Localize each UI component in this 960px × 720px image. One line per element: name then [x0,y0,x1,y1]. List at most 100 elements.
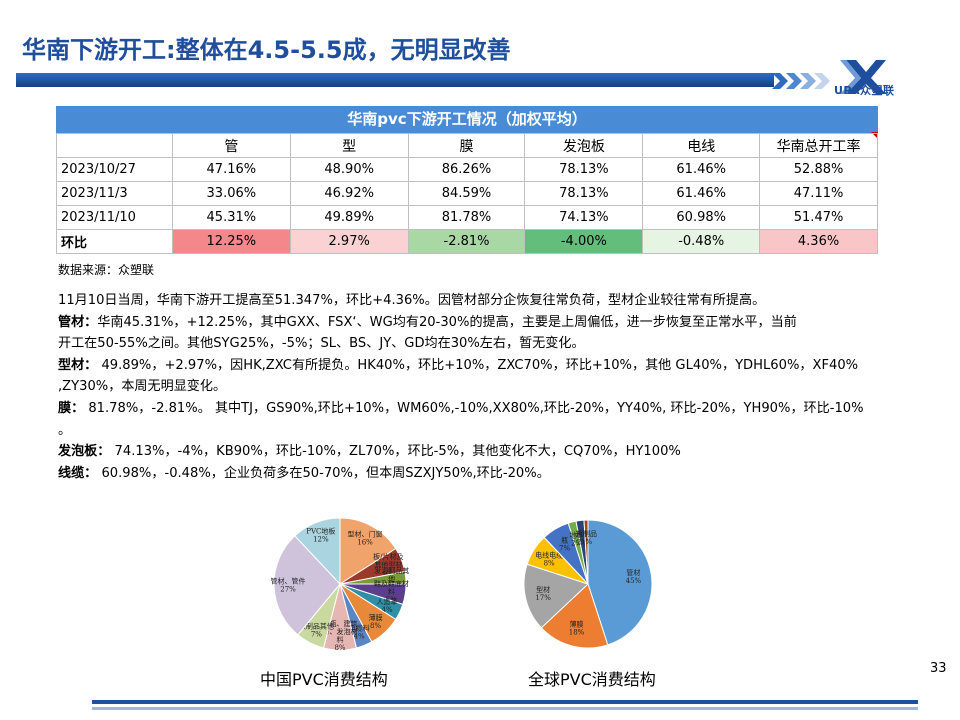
chevron-arrows-icon [772,73,830,89]
note-line: 管材：华南45.31%，+12.25%，其中GXX、FSX‘、WG均有20-30… [58,312,880,334]
ratio-cell: -4.00% [524,229,644,254]
pie-slice-label: 地板 2% [570,530,584,547]
logo-text: UPA众塑联 [834,84,895,97]
row-date: 2023/10/27 [56,157,173,182]
note-line: 型材： 49.89%，+2.97%，因HK,ZXC有所提负。HK40%，环比+1… [58,355,880,377]
pie-slice-label: 型材 17% [535,585,551,602]
table-cell: 61.46% [642,181,761,206]
pie-slice-label: 薄膜 18% [569,620,585,637]
pie-slice [294,517,341,586]
table-header-row: 管 型 膜 发泡板 电线 华南总开工率 [56,133,878,158]
table-cell: 78.13% [524,157,644,182]
note-label: 线缆： [58,465,98,481]
table-cell: 61.46% [642,157,761,182]
pie-slice-label: 电缆料 4% [349,623,370,640]
ratio-row: 环比 12.25% 2.97% -2.81% -4.00% -0.48% 4.3… [56,229,878,254]
slide-title: 华南下游开工:整体在4.5-5.5成，无明显改善 [22,36,511,64]
table-header-cell: 膜 [407,133,526,158]
pie-slice [587,519,653,646]
table-cell: 86.26% [407,157,526,182]
note-text: 60.98%，-0.48%，企业负荷多在50-70%，但本周SZXJY50%,环… [97,465,550,481]
table-cell: 45.31% [171,205,291,230]
ratio-label: 环比 [56,229,173,254]
pie-slice-label: 电线电缆 8% [535,550,563,567]
footer-bar [92,700,918,704]
table-cell: 47.11% [759,181,878,206]
table-cell: 60.98% [642,205,761,230]
note-text: 华南45.31%，+12.25%，其中GXX、FSX‘、WG均有20-30%的提… [97,314,797,330]
table-header-cell [56,133,173,158]
page-number: 33 [930,661,947,676]
pie-slice-label: 鞋及鞋底材料 5% [374,579,409,604]
note-label: 型材： [58,357,98,373]
table-row: 2023/11/3 33.06% 46.92% 84.59% 78.13% 61… [56,181,878,206]
ratio-cell: -2.81% [407,229,526,254]
table-cell: 47.16% [171,157,291,182]
ratio-cell: 2.97% [289,229,409,254]
footer-bar-light [92,707,918,710]
pie-slice-label: 瓶制品 1% [576,529,597,546]
pie-slice-label: 薄膜 8% [369,613,383,630]
ratio-cell: 4.36% [759,229,878,254]
pie-slice [540,583,609,649]
pie-slice-label: 管材 45% [626,568,642,585]
upa-logo-icon [840,60,886,94]
row-date: 2023/11/10 [56,205,173,230]
pie-slice-label: 电瓶、建筑带、发泡材料 8% [323,619,358,652]
table-row: 2023/11/10 45.31% 49.89% 81.78% 74.13% 6… [56,205,878,230]
note-line: 开工在50-55%之间。其他SYG25%，-5%；SL、BS、JY、GD均在30… [58,333,880,355]
note-text: 81.78%，-2.81%。 其中TJ，GS90%,环比+10%，WM60%,-… [84,400,864,416]
operating-rate-table: 管 型 膜 发泡板 电线 华南总开工率 2023/10/27 47.16% 48… [56,133,878,254]
table-cell: 48.90% [289,157,409,182]
note-text: 74.13%，-4%，KB90%，环比-10%，ZL70%，环比-5%，其他变化… [110,444,681,460]
china-pvc-pie-chart: 型材、门窗16%板/片材及其他型材6%发泡制品其他3%鞋及鞋底材料5%人造革4%… [271,517,409,652]
pie-slice-label: 板/片材及其他型材 6% [373,552,403,577]
pie-slice-label: 人造革 4% [377,597,398,614]
pie-slice-label: 涂料 2% [575,529,589,546]
note-line: 11月10日当周，华南下游开工提高至51.347%，环比+4.36%。因管材部分… [58,290,880,312]
table-header-cell: 型 [289,133,409,158]
table-cell: 74.13% [524,205,644,230]
pie-slice [523,563,589,629]
pie-slice-label: PVC地板 12% [306,527,335,544]
table-cell: 51.47% [759,205,878,230]
pie-slice-label: 管材、管件 27% [271,577,306,594]
note-text: 。 [58,422,72,438]
note-line: 。 [58,420,880,442]
note-label: 发泡板： [58,444,111,460]
note-line: 线缆： 60.98%，-0.48%，企业负荷多在50-70%，但本周SZXJY5… [58,463,880,485]
table-cell: 52.88% [759,157,878,182]
ratio-cell: 12.25% [171,229,291,254]
table-cell: 49.89% [289,205,409,230]
pie-slice [273,535,341,636]
note-line: ,ZY30%，本周无明显变化。 [58,376,880,398]
row-date: 2023/11/3 [56,181,173,206]
china-pie-caption: 中国PVC消费结构 [260,670,388,689]
note-text: 11月10日当周，华南下游开工提高至51.347%，环比+4.36%。因管材部分… [58,293,766,308]
pie-slice [339,517,397,585]
table-header-cell: 华南总开工率 [759,133,878,158]
data-panel: 华南pvc下游开工情况（加权平均） 管 型 膜 发泡板 电线 华南总开工率 20… [54,104,879,494]
commentary-text: 11月10日当周，华南下游开工提高至51.347%，环比+4.36%。因管材部分… [58,290,880,484]
table-header-cell: 发泡板 [524,133,644,158]
pie-slice-label: 软制品其他 7% [299,621,334,638]
pie-slice [583,519,589,585]
pie-slice-label: 型材、门窗 16% [348,529,383,546]
pie-slice-label: 瓶 7% [559,535,570,552]
note-line: 膜： 81.78%，-2.81%。 其中TJ，GS90%,环比+10%，WM60… [58,398,880,420]
table-row: 2023/10/27 47.16% 48.90% 86.26% 78.13% 6… [56,157,878,182]
note-line: 发泡板： 74.13%，-4%，KB90%，环比-10%，ZL70%，环比-5%… [58,441,880,463]
table-header-cell: 电线 [642,133,761,158]
table-cell: 81.78% [407,205,526,230]
title-underline-bar [16,73,774,87]
note-text: 49.89%，+2.97%，因HK,ZXC有所提负。HK40%，环比+10%，Z… [97,357,859,373]
note-label: 管材： [58,314,98,330]
global-pvc-pie-chart: 管材 45% 薄膜 18% 型材 17% 电线电缆 8%瓶 7%地板 2%涂料 2%瓶制品 1% [523,519,653,649]
global-pie-caption: 全球PVC消费结构 [528,670,656,689]
table-cell: 33.06% [171,181,291,206]
table-title: 华南pvc下游开工情况（加权平均） [56,106,878,133]
table-cell: 84.59% [407,181,526,206]
note-text: ,ZY30%，本周无明显变化。 [58,379,227,395]
data-source: 数据来源：众塑联 [58,263,155,277]
table-header-cell: 管 [171,133,291,158]
